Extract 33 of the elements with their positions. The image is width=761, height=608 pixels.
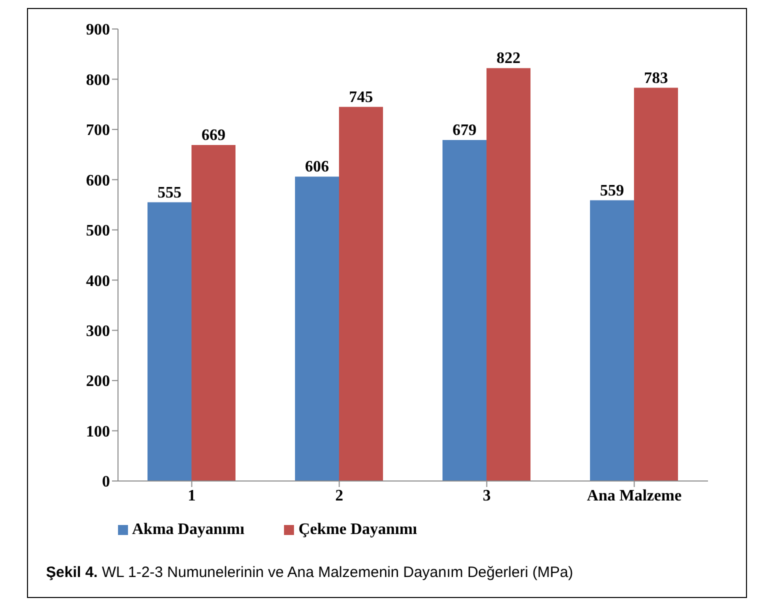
x-tick-label: 2 bbox=[335, 487, 344, 504]
x-tick-label: 1 bbox=[188, 487, 196, 504]
x-tick-label: Ana Malzeme bbox=[586, 487, 682, 504]
legend-label: Çekme Dayanımı bbox=[298, 521, 418, 538]
y-tick-label: 300 bbox=[86, 323, 110, 340]
legend-label: Akma Dayanımı bbox=[132, 521, 244, 538]
data-label: 822 bbox=[496, 50, 520, 68]
bar bbox=[590, 200, 634, 481]
x-tick-label: 3 bbox=[482, 487, 491, 504]
data-label: 745 bbox=[349, 88, 373, 106]
y-tick-label: 200 bbox=[86, 373, 110, 390]
y-tick-label: 500 bbox=[86, 222, 110, 240]
bar bbox=[295, 176, 339, 481]
data-label: 679 bbox=[452, 122, 476, 139]
text: Şekil 4. WL 1-2-3 Numunelerinin ve Ana Malzemenin Dayanım Değerleri (MPa) bbox=[46, 564, 574, 581]
bar bbox=[486, 68, 530, 481]
y-tick-label: 0 bbox=[102, 474, 110, 491]
data-label: 669 bbox=[202, 127, 226, 144]
data-label: 606 bbox=[305, 158, 329, 176]
y-tick-label: 100 bbox=[86, 423, 110, 440]
data-label: 559 bbox=[600, 182, 624, 200]
y-tick-label: 600 bbox=[86, 172, 110, 190]
y-tick-label: 400 bbox=[86, 272, 110, 290]
bar bbox=[148, 202, 192, 481]
bar bbox=[634, 88, 678, 481]
data-label: 783 bbox=[644, 70, 668, 87]
y-tick-label: 800 bbox=[86, 72, 110, 89]
y-tick-label: 700 bbox=[86, 122, 110, 140]
bar bbox=[339, 106, 383, 481]
bar bbox=[442, 140, 486, 481]
data-label: 555 bbox=[158, 184, 182, 202]
bar bbox=[192, 145, 236, 481]
y-tick-label: 900 bbox=[86, 22, 110, 39]
